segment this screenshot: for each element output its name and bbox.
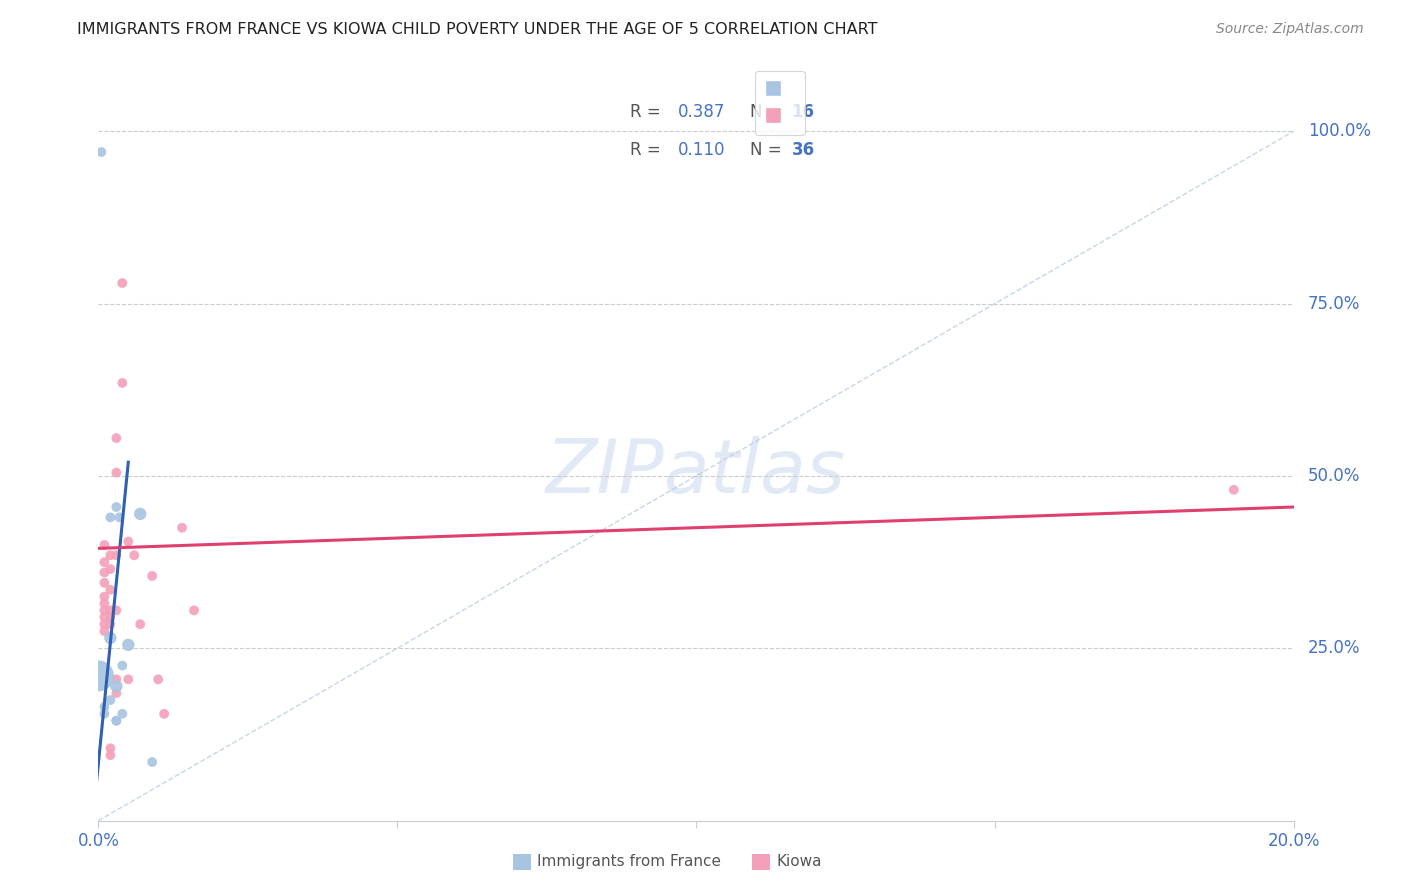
Point — [111, 658, 134, 673]
Point — [93, 706, 115, 721]
Text: N =: N = — [749, 103, 786, 120]
Text: R =: R = — [630, 141, 666, 159]
Point — [105, 548, 128, 563]
Point — [105, 679, 128, 693]
Point — [93, 590, 115, 604]
Point — [98, 748, 122, 763]
Point — [108, 510, 131, 524]
Point — [105, 714, 128, 728]
Point — [129, 507, 152, 521]
Point — [148, 673, 170, 687]
Point — [93, 555, 115, 569]
Text: 16: 16 — [792, 103, 814, 120]
Point — [1223, 483, 1246, 497]
Point — [98, 562, 122, 576]
Text: Source: ZipAtlas.com: Source: ZipAtlas.com — [1216, 22, 1364, 37]
Text: Immigrants from France: Immigrants from France — [537, 855, 721, 869]
Point — [93, 603, 115, 617]
Text: 36: 36 — [792, 141, 814, 159]
Text: IMMIGRANTS FROM FRANCE VS KIOWA CHILD POVERTY UNDER THE AGE OF 5 CORRELATION CHA: IMMIGRANTS FROM FRANCE VS KIOWA CHILD PO… — [77, 22, 877, 37]
Text: 0.387: 0.387 — [678, 103, 725, 120]
Legend: , : , — [755, 70, 804, 135]
Point — [93, 538, 115, 552]
Point — [98, 741, 122, 756]
Text: N =: N = — [749, 141, 786, 159]
Point — [105, 431, 128, 445]
Point — [111, 376, 134, 390]
Text: R =: R = — [630, 103, 666, 120]
Point — [98, 548, 122, 563]
Text: Kiowa: Kiowa — [776, 855, 821, 869]
Point — [98, 582, 122, 597]
Point — [93, 597, 115, 611]
Point — [105, 686, 128, 700]
Point — [93, 699, 115, 714]
Point — [111, 706, 134, 721]
Point — [105, 673, 128, 687]
Point — [98, 610, 122, 624]
Point — [129, 617, 152, 632]
Point — [105, 714, 128, 728]
Point — [98, 631, 122, 645]
Point — [90, 145, 112, 159]
Point — [105, 603, 128, 617]
Point — [141, 755, 163, 769]
Text: 75.0%: 75.0% — [1308, 294, 1360, 313]
Point — [93, 617, 115, 632]
Point — [124, 548, 146, 563]
Point — [93, 566, 115, 580]
Point — [93, 610, 115, 624]
Point — [87, 669, 110, 683]
Text: 0.110: 0.110 — [678, 141, 725, 159]
Point — [117, 534, 139, 549]
Point — [98, 510, 122, 524]
Point — [111, 276, 134, 290]
Point — [105, 500, 128, 514]
Point — [183, 603, 205, 617]
Point — [141, 569, 163, 583]
Point — [93, 575, 115, 590]
Point — [153, 706, 176, 721]
Point — [105, 466, 128, 480]
Point — [98, 603, 122, 617]
Text: 100.0%: 100.0% — [1308, 122, 1371, 140]
Text: 50.0%: 50.0% — [1308, 467, 1360, 485]
Text: 25.0%: 25.0% — [1308, 640, 1361, 657]
Point — [98, 617, 122, 632]
Point — [117, 673, 139, 687]
Point — [172, 521, 194, 535]
Point — [117, 638, 139, 652]
Point — [93, 624, 115, 639]
Point — [98, 693, 122, 707]
Text: ZIPatlas: ZIPatlas — [546, 436, 846, 508]
